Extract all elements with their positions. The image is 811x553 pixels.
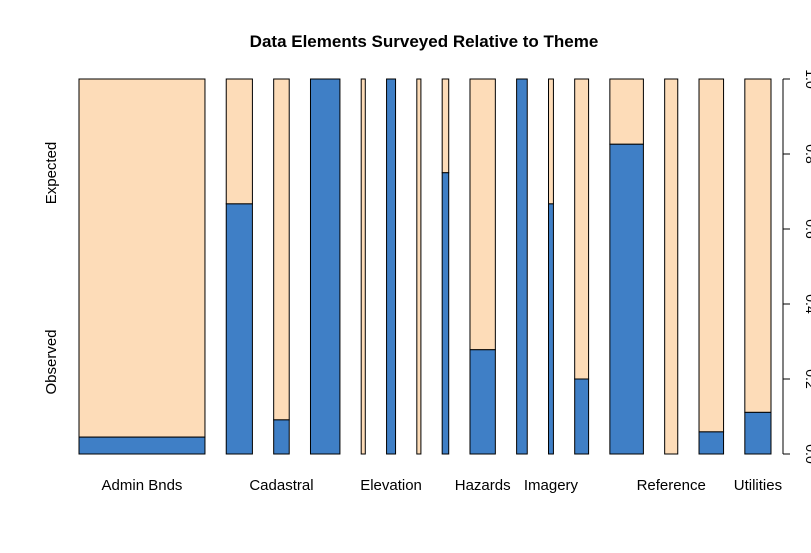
bar-2-observed-segment	[273, 419, 290, 455]
bar-7-observed-segment	[441, 172, 450, 455]
bar-2-expected-segment	[273, 78, 290, 421]
bar-6-expected-segment	[416, 78, 422, 455]
bar-12-expected-segment	[609, 78, 644, 145]
bar-15-expected-segment	[744, 78, 772, 413]
bar-9-observed-segment	[516, 78, 528, 455]
y-tick-label-2: 0.4	[803, 294, 811, 314]
bar-4-expected-segment	[360, 78, 366, 455]
right-y-axis: 0.0 0.2 0.4 0.6 0.8 1.0	[782, 69, 811, 464]
bar-10-observed-segment	[548, 203, 554, 455]
bar-11-expected-segment	[574, 78, 590, 380]
y-category-label-expected: Expected	[43, 142, 60, 205]
bar-1-observed-segment	[225, 203, 253, 455]
x-label-bar-8: Hazards	[455, 477, 511, 494]
bar-8-expected-segment	[469, 78, 496, 351]
bar-7-expected-segment	[441, 78, 450, 174]
chart-title: Data Elements Surveyed Relative to Theme	[250, 32, 599, 51]
bar-14-expected-segment	[698, 78, 725, 433]
bar-8-observed-segment	[469, 349, 496, 455]
bar-1-expected-segment	[225, 78, 253, 205]
y-tick-label-5: 1.0	[803, 69, 811, 89]
bar-10-expected-segment	[548, 78, 554, 205]
bars-layer	[78, 78, 772, 455]
x-label-bar-13: Reference	[637, 477, 706, 494]
bar-11-observed-segment	[574, 378, 590, 455]
bar-15-observed-segment	[744, 411, 772, 455]
bar-3-observed-segment	[309, 78, 341, 455]
y-tick-label-0: 0.0	[803, 444, 811, 464]
x-label-bar-10: Imagery	[524, 477, 579, 494]
x-label-bar-0: Admin Bnds	[102, 477, 183, 494]
x-label-bar-5: Elevation	[360, 477, 422, 494]
y-tick-label-1: 0.2	[803, 369, 811, 389]
bar-13-expected-segment	[664, 78, 679, 455]
bar-12-observed-segment	[609, 143, 644, 455]
x-label-bar-2: Cadastral	[249, 477, 313, 494]
bar-5-observed-segment	[386, 78, 397, 455]
x-label-bar-15: Utilities	[734, 477, 782, 494]
bar-0-expected-segment	[78, 78, 206, 438]
bar-14-observed-segment	[698, 431, 725, 455]
y-category-label-observed: Observed	[43, 329, 60, 394]
bar-0-observed-segment	[78, 436, 206, 455]
y-tick-label-3: 0.6	[803, 219, 811, 239]
x-axis-labels: Admin Bnds Cadastral Elevation Hazards Image…	[102, 477, 783, 494]
y-tick-label-4: 0.8	[803, 144, 811, 164]
